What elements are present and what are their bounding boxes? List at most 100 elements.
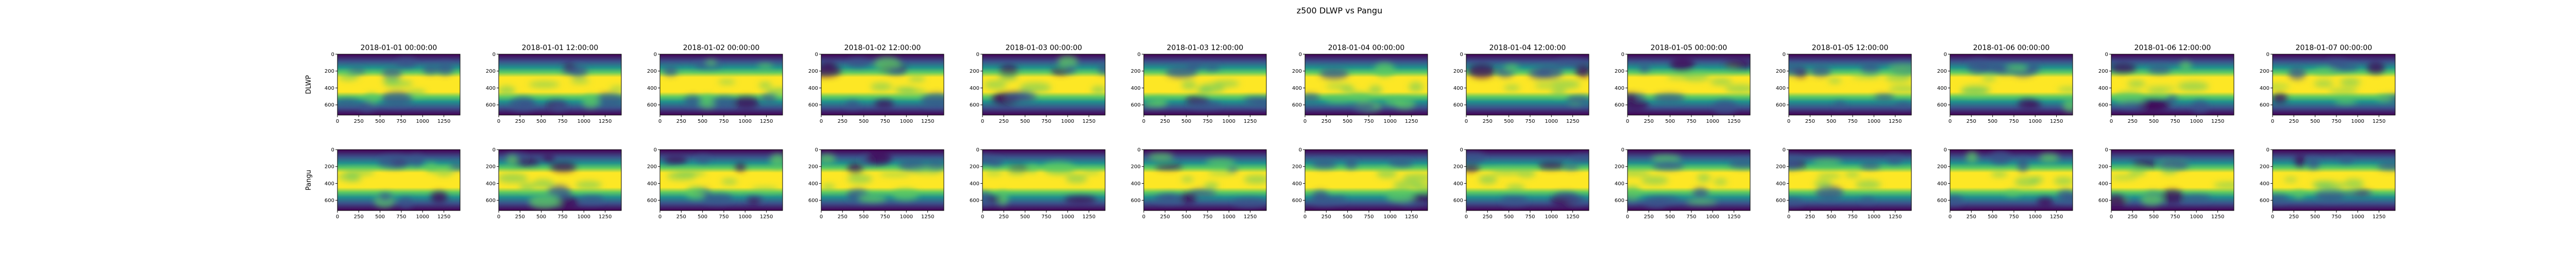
field-feature <box>735 163 746 171</box>
field-feature <box>434 166 454 176</box>
y-tick-label: 400 <box>1615 86 1624 91</box>
field-feature <box>1065 65 1077 73</box>
field-feature <box>1550 88 1567 97</box>
y-tick-label: 600 <box>1776 103 1786 108</box>
panel-title: 2018-01-02 00:00:00 <box>683 44 760 52</box>
x-tick-label: 1250 <box>599 214 612 220</box>
y-tick-label: 400 <box>1292 181 1302 187</box>
y-tick-label: 600 <box>808 198 818 204</box>
field-feature <box>2294 154 2306 167</box>
field-feature <box>757 63 773 69</box>
field-feature <box>1409 82 1423 92</box>
field-feature <box>1227 166 1238 172</box>
y-tick-label: 0 <box>815 52 818 58</box>
x-tick-label: 250 <box>1321 119 1331 124</box>
x-tick-label: 1250 <box>1244 214 1257 220</box>
field-feature <box>1492 168 1522 175</box>
x-tick-label: 0 <box>1303 214 1307 220</box>
field-feature <box>396 58 417 68</box>
x-tick-label: 1250 <box>437 119 450 124</box>
field-feature <box>1161 194 1178 201</box>
field-feature <box>1204 64 1221 71</box>
field-feature <box>2376 95 2393 101</box>
field-feature <box>2159 159 2190 170</box>
y-tick-label: 600 <box>647 103 657 108</box>
field-feature <box>409 155 425 166</box>
field-feature <box>1312 159 1337 169</box>
y-tick-label: 200 <box>647 69 657 74</box>
x-tick-label: 500 <box>375 214 385 220</box>
field-feature <box>1501 196 1528 206</box>
y-tick-label: 400 <box>2260 86 2269 91</box>
field-feature <box>1894 102 1911 108</box>
panel-title: 2018-01-02 12:00:00 <box>844 44 921 52</box>
x-tick-label: 1000 <box>578 119 590 124</box>
y-tick-label: 200 <box>1453 164 1463 170</box>
x-tick-label: 750 <box>2331 119 2341 124</box>
field-feature <box>702 194 733 204</box>
field-feature <box>866 151 892 165</box>
field-feature <box>1148 153 1174 161</box>
y-tick-label: 400 <box>325 181 334 187</box>
x-tick-label: 250 <box>999 119 1009 124</box>
field-feature <box>382 68 402 78</box>
x-tick-label: 1000 <box>416 214 429 220</box>
y-tick-label: 600 <box>1776 198 1786 204</box>
x-tick-label: 0 <box>1948 119 1952 124</box>
field-feature <box>1504 64 1519 71</box>
x-tick-label: 1250 <box>2211 119 2224 124</box>
y-tick-label: 400 <box>647 86 657 91</box>
x-tick-label: 1000 <box>578 214 590 220</box>
x-tick-label: 1000 <box>1061 214 1074 220</box>
x-tick-label: 250 <box>2289 119 2299 124</box>
heatmap-panel: 2018-01-05 00:00:00 0 250 500 750 1000 1250 0 20… <box>1615 44 1751 124</box>
field-feature <box>532 179 554 189</box>
field-feature <box>2026 62 2040 74</box>
y-tick-label: 200 <box>2098 164 2108 170</box>
field-feature <box>528 81 560 88</box>
x-tick-label: 500 <box>536 119 546 124</box>
field-feature <box>582 94 600 108</box>
x-tick-label: 750 <box>719 119 728 124</box>
field-feature <box>1468 64 1496 78</box>
field-feature <box>984 80 1007 89</box>
y-tick-label: 0 <box>1783 148 1786 153</box>
y-tick-label: 600 <box>1615 103 1624 108</box>
x-tick-label: 750 <box>880 214 890 220</box>
x-tick-label: 750 <box>1686 214 1696 220</box>
field-feature <box>1981 76 1996 82</box>
field-feature <box>1349 92 1371 102</box>
field-feature <box>1042 162 1075 174</box>
field-feature <box>1065 173 1088 183</box>
axes-frame <box>1627 54 1751 116</box>
field-feature <box>1305 93 1320 102</box>
x-tick-label: 0 <box>1626 214 1629 220</box>
field-feature <box>1789 198 1804 206</box>
field-feature <box>2328 89 2359 94</box>
field-feature <box>1670 57 1695 71</box>
x-tick-label: 500 <box>859 119 869 124</box>
field-feature <box>1243 175 1266 184</box>
field-feature <box>1181 80 1197 90</box>
field-feature <box>449 163 460 170</box>
axes-frame <box>498 149 622 211</box>
field-feature <box>1064 196 1097 204</box>
x-tick-label: 500 <box>1826 119 1836 124</box>
x-tick-label: 1250 <box>1889 214 1902 220</box>
field-feature <box>1628 99 1649 111</box>
field-feature <box>1713 100 1737 115</box>
x-tick-label: 750 <box>1848 214 1857 220</box>
x-tick-label: 0 <box>981 119 984 124</box>
heatmap-panel: 0 250 500 750 1000 1250 0 200 400 600 <box>1292 148 1428 220</box>
field-feature <box>1466 164 1480 172</box>
field-feature <box>1554 192 1578 199</box>
x-tick-label: 1250 <box>1405 214 1418 220</box>
panel-title: 2018-01-01 00:00:00 <box>361 44 437 52</box>
field-feature <box>594 93 621 107</box>
field-feature <box>569 65 588 77</box>
x-tick-label: 1250 <box>1727 119 1740 124</box>
x-tick-label: 0 <box>1465 214 1468 220</box>
x-tick-label: 0 <box>658 214 662 220</box>
x-tick-label: 0 <box>1142 214 1145 220</box>
y-tick-label: 400 <box>970 86 979 91</box>
